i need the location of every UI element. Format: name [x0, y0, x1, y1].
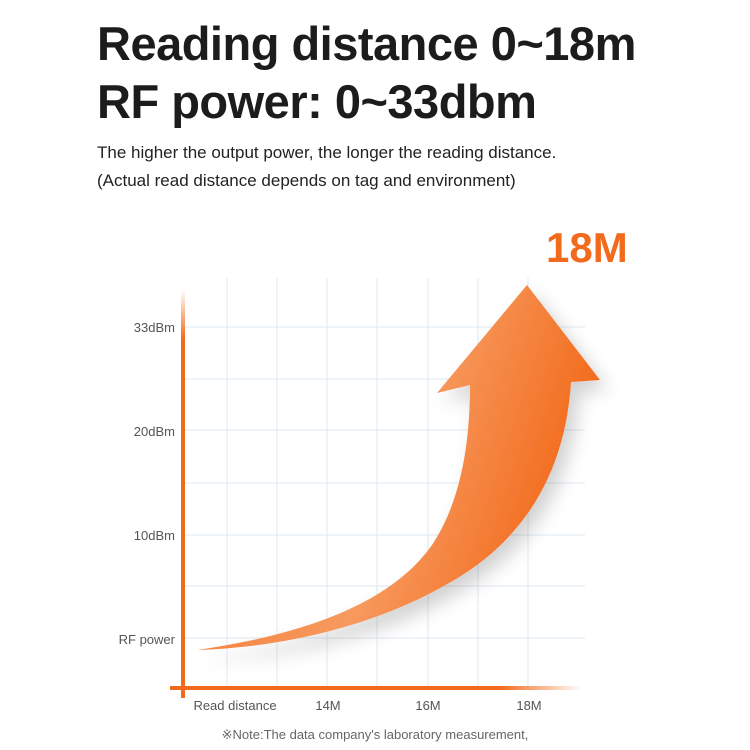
x-tick-label: 16M	[415, 698, 441, 713]
y-tick-label: 33dBm	[133, 320, 175, 335]
x-tick-label: 18M	[516, 698, 542, 713]
y-tick-label: 20dBm	[133, 424, 175, 439]
subtitle-line-2: (Actual read distance depends on tag and…	[97, 171, 516, 190]
x-axis-label: Read distance	[193, 698, 277, 713]
y-axis	[181, 290, 185, 698]
highlight-distance: 18M	[546, 224, 628, 271]
y-tick-label: 10dBm	[133, 528, 175, 543]
x-axis	[170, 686, 582, 690]
title-line-2: RF power: 0~33dbm	[97, 75, 537, 128]
subtitle-line-1: The higher the output power, the longer …	[97, 143, 557, 162]
x-tick-label: 14M	[315, 698, 341, 713]
growth-arrow	[197, 285, 600, 650]
y-axis-label: RF power	[118, 632, 175, 647]
title-line-1: Reading distance 0~18m	[97, 17, 636, 70]
footnote: ※Note:The data company's laboratory meas…	[221, 727, 529, 742]
